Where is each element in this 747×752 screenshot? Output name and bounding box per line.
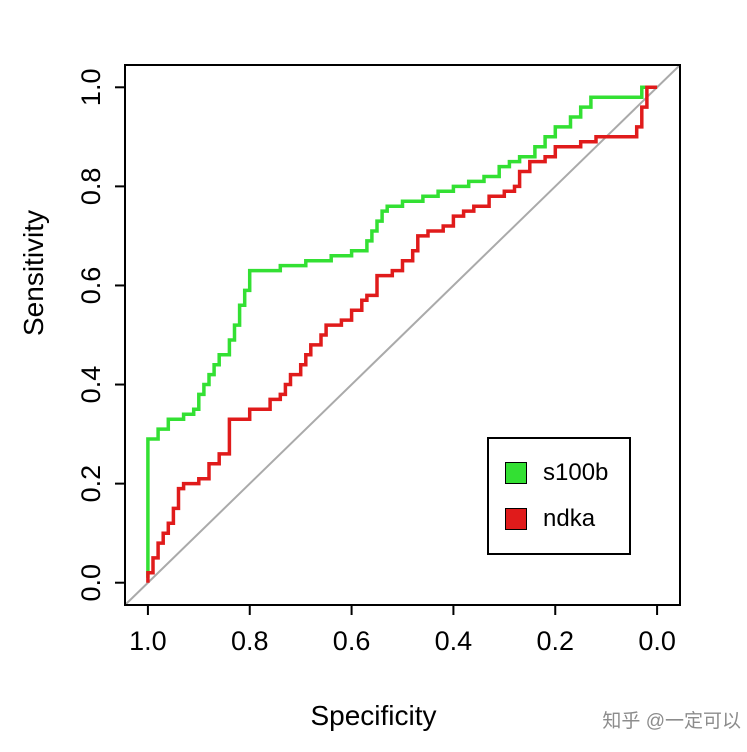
plot-box: [124, 64, 681, 606]
ndka-swatch-icon: [505, 508, 527, 530]
legend-item-s100b: s100b: [505, 459, 629, 487]
x-tick-label: 0.0: [638, 626, 676, 656]
roc-curve-s100b: [146, 85, 658, 578]
reference-diagonal-line: [124, 64, 681, 606]
legend-item-ndka: ndka: [505, 505, 629, 533]
x-tick-label: 1.0: [129, 626, 167, 656]
legend-label-ndka: ndka: [543, 505, 596, 532]
y-tick-label: 0.8: [76, 168, 106, 206]
y-tick-label: 0.2: [76, 465, 106, 503]
x-tick-label: 0.4: [435, 626, 473, 656]
s100b-swatch-icon: [505, 462, 527, 484]
watermark-text: 知乎 @一定可以: [602, 711, 741, 732]
x-tick-label: 0.6: [333, 626, 371, 656]
y-tick-label: 0.4: [76, 366, 106, 404]
legend-box: s100b ndka: [487, 437, 631, 555]
y-tick-label: 1.0: [76, 69, 106, 107]
legend-label-s100b: s100b: [543, 459, 609, 486]
x-tick-label: 0.8: [231, 626, 269, 656]
y-tick-label: 0.6: [76, 267, 106, 305]
x-axis-title: Specificity: [310, 700, 437, 731]
x-tick-label: 0.2: [536, 626, 574, 656]
y-tick-label: 0.0: [76, 564, 106, 602]
y-axis-title: Sensitivity: [18, 209, 49, 336]
roc-curve-ndka: [146, 85, 658, 583]
